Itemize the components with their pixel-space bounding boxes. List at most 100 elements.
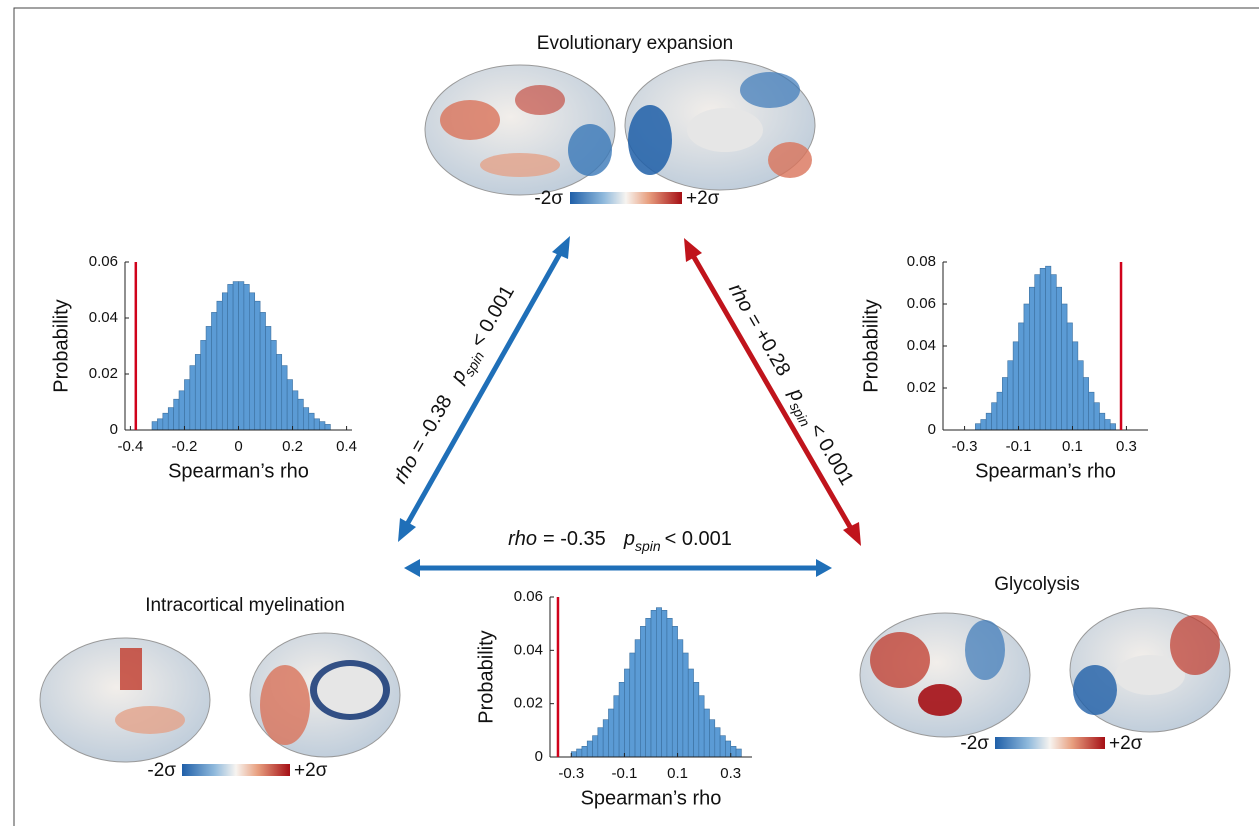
x-tick-label: 0.3 [1116, 438, 1137, 455]
x-tick-label: 0.1 [1062, 438, 1083, 455]
p-subscript: spin [460, 348, 487, 378]
bar [303, 408, 308, 430]
bar [195, 354, 200, 430]
rho-value: = -0.35 [543, 528, 606, 550]
y-tick-label: 0.08 [907, 253, 936, 270]
bar [287, 380, 292, 430]
bar [314, 419, 319, 430]
bar [986, 413, 991, 430]
colorbar-max: +2σ [294, 760, 328, 781]
bar [282, 366, 287, 430]
colorbar-max: +2σ [1109, 733, 1143, 754]
colorbar [182, 764, 290, 776]
bar [320, 422, 325, 430]
bar [1105, 420, 1110, 431]
brain-right [860, 608, 1230, 737]
bar [1078, 361, 1083, 430]
bar [1029, 287, 1034, 430]
bar [217, 301, 222, 430]
y-tick-label: 0 [110, 421, 118, 438]
bar [206, 326, 211, 430]
p-subscript: spin [635, 538, 661, 554]
bar [222, 293, 227, 430]
x-axis-label: Spearman’s rho [581, 787, 722, 809]
bar [587, 741, 592, 757]
histogram: 00.020.040.060.08-0.3-0.10.10.3Spearman’… [860, 253, 1148, 482]
p-symbol: p [623, 528, 635, 550]
bar [168, 408, 173, 430]
brain-left [40, 633, 400, 762]
y-tick-label: 0.06 [514, 588, 543, 605]
bar [239, 282, 244, 430]
bar [1008, 361, 1013, 430]
bar [174, 399, 179, 430]
arrowhead [552, 236, 570, 259]
bar [1067, 323, 1072, 430]
bar [975, 424, 980, 430]
bar [244, 284, 249, 430]
colorbar [995, 737, 1105, 749]
bar [255, 301, 260, 430]
bar [688, 669, 693, 757]
bar [1094, 403, 1099, 430]
colorbar-min: -2σ [534, 188, 563, 209]
x-tick-label: -0.3 [952, 438, 978, 455]
bar [608, 709, 613, 757]
arrowhead [404, 559, 420, 577]
bar [233, 282, 238, 430]
bar [593, 736, 598, 757]
bar [249, 293, 254, 430]
x-tick-label: 0.3 [720, 765, 741, 782]
bar [271, 340, 276, 430]
bar [582, 746, 587, 757]
arrowhead [816, 559, 832, 577]
colorbar [570, 192, 682, 204]
link-label: rho = -0.35 pspin< 0.001 [508, 528, 732, 553]
x-tick-label: -0.4 [117, 438, 143, 455]
y-axis-label: Probability [50, 299, 72, 392]
arrow [691, 252, 853, 532]
bar [1083, 378, 1088, 431]
bar [651, 610, 656, 757]
bar [1062, 304, 1067, 430]
x-tick-label: 0.1 [667, 765, 688, 782]
rho-symbol: rho [508, 528, 537, 550]
rho-symbol: rho [390, 451, 423, 487]
bar [694, 682, 699, 757]
y-tick-label: 0.02 [907, 379, 936, 396]
bar [720, 736, 725, 757]
x-tick-label: -0.1 [611, 765, 637, 782]
rho-value: = +0.28 [741, 310, 794, 380]
bar [190, 366, 195, 430]
bar [656, 608, 661, 757]
p-value: < 0.001 [665, 528, 732, 550]
y-tick-label: 0.04 [89, 309, 118, 326]
y-tick-label: 0.02 [514, 695, 543, 712]
x-tick-label: -0.3 [558, 765, 584, 782]
bar [672, 626, 677, 757]
bar [1035, 275, 1040, 430]
y-tick-label: 0.02 [89, 365, 118, 382]
bar [1051, 275, 1056, 430]
arrowhead [843, 522, 861, 546]
bar [704, 709, 709, 757]
link-label: rho= +0.28pspin< 0.001 [721, 280, 857, 491]
bar [276, 354, 281, 430]
bar [1046, 266, 1051, 430]
y-tick-label: 0.06 [907, 295, 936, 312]
bar [725, 741, 730, 757]
bar [1024, 304, 1029, 430]
bar [731, 746, 736, 757]
y-axis-label: Probability [860, 299, 882, 392]
y-tick-label: 0.04 [907, 337, 936, 354]
bar [228, 284, 233, 430]
bar [309, 413, 314, 430]
rho-symbol: rho [724, 280, 758, 316]
x-tick-label: 0 [234, 438, 242, 455]
bar [152, 422, 157, 430]
bar [709, 720, 714, 757]
colorbar-min: -2σ [960, 733, 989, 754]
bar [667, 618, 672, 757]
